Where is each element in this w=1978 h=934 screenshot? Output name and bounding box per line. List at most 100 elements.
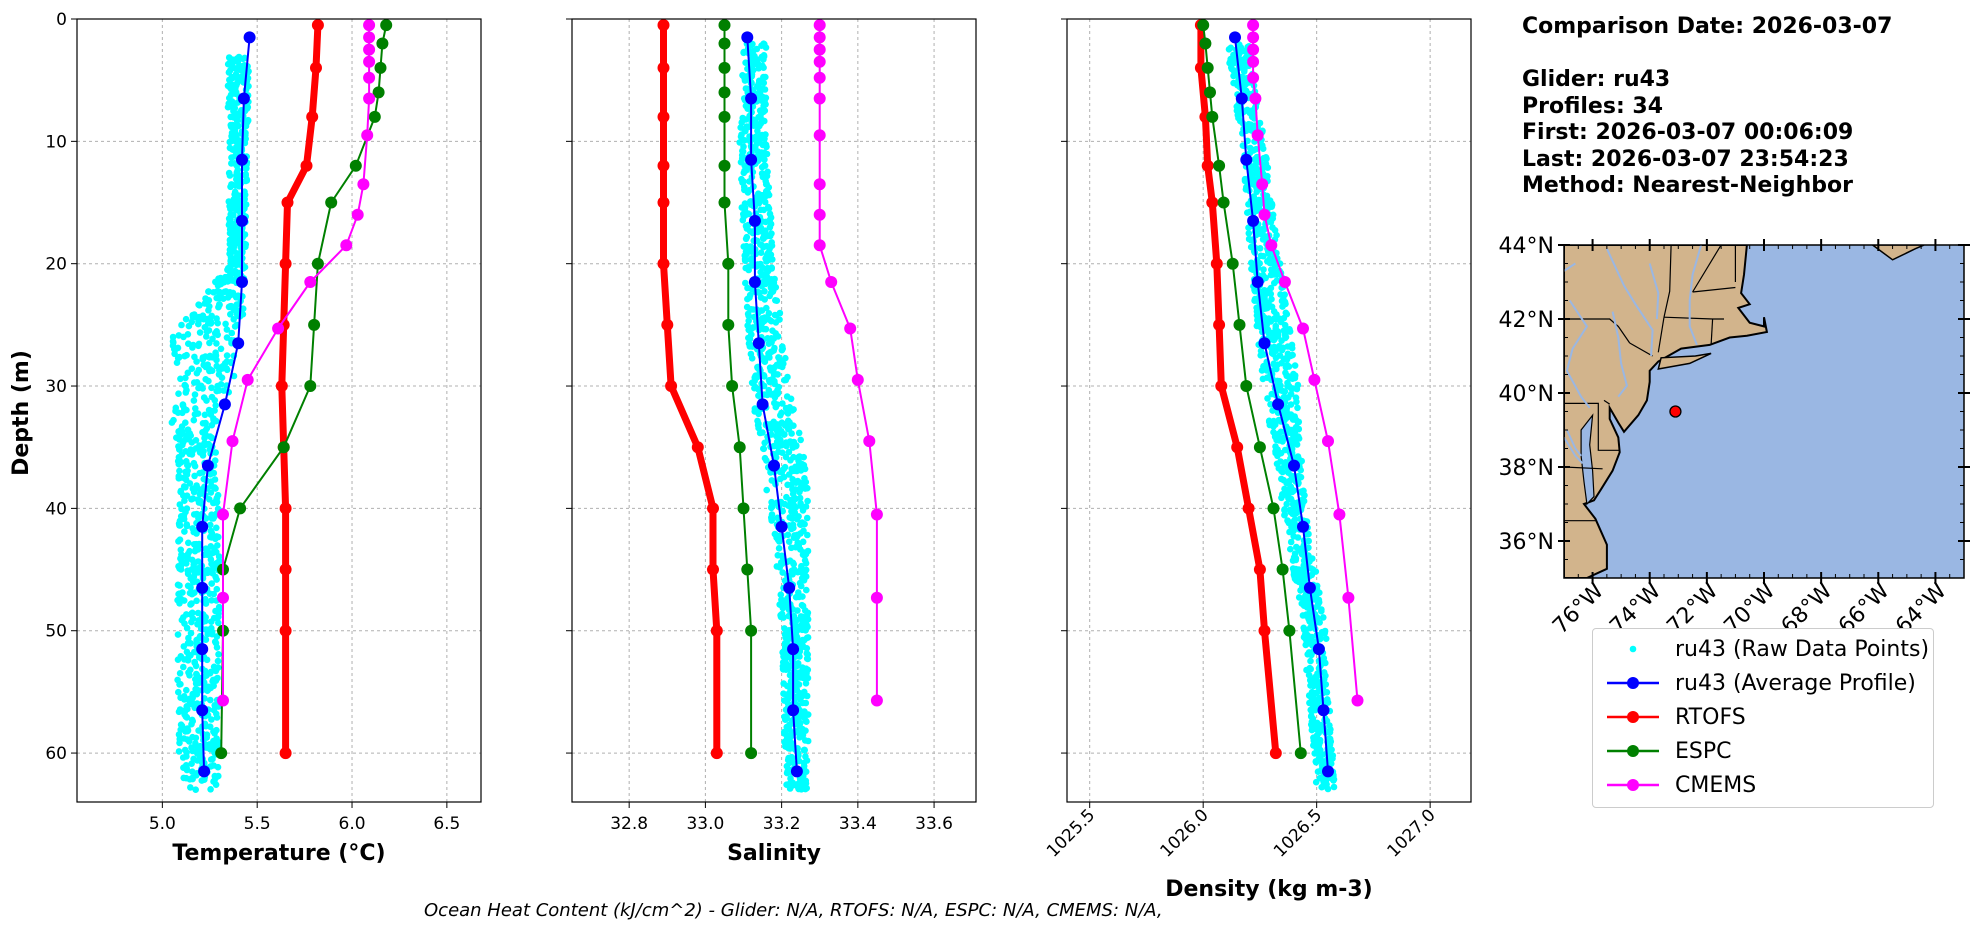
raw-data-point (176, 467, 183, 475)
raw-data-point (1318, 628, 1326, 636)
raw-data-point (210, 737, 217, 745)
series-point-espc (1276, 563, 1289, 576)
raw-data-point (790, 422, 797, 430)
raw-data-point (770, 347, 777, 354)
raw-data-point (776, 601, 783, 608)
raw-data-point (187, 601, 194, 608)
raw-data-point (1291, 362, 1299, 369)
raw-data-point (213, 315, 220, 322)
series-point-cmems (226, 435, 239, 448)
legend-entry-avg: ru43 (Average Profile) (1603, 668, 1916, 698)
raw-data-point (190, 397, 198, 404)
raw-data-point (772, 403, 780, 411)
raw-data-point (1260, 363, 1267, 370)
series-point-cmems (1247, 55, 1260, 68)
series-point-espc (215, 747, 228, 760)
series-point-avg (1229, 31, 1241, 44)
series-point-cmems (1251, 129, 1264, 142)
raw-data-point (758, 307, 766, 314)
series-point-avg (201, 459, 214, 472)
raw-data-point (217, 345, 225, 353)
raw-data-point (1255, 203, 1263, 211)
raw-data-point (804, 609, 812, 617)
raw-data-point (804, 651, 811, 658)
raw-data-point (183, 648, 191, 656)
raw-data-point (194, 609, 202, 617)
raw-data-point (758, 196, 766, 203)
raw-data-point (208, 630, 216, 638)
series-point-avg (196, 643, 209, 656)
state-border (1692, 286, 1736, 293)
lat-tick-label: 38°N (1499, 456, 1554, 481)
chesapeake-bay (1580, 413, 1595, 506)
series-point-avg (748, 214, 761, 227)
raw-data-point (208, 624, 215, 632)
legend-swatch-raw (1629, 645, 1637, 653)
x-tick-label: 1026.0 (1157, 805, 1213, 861)
series-point-espc (1226, 257, 1239, 270)
raw-data-point (177, 375, 184, 383)
raw-data-point (1313, 603, 1321, 610)
raw-data-point (756, 429, 764, 437)
raw-data-point (1273, 311, 1280, 318)
river (1564, 436, 1584, 464)
raw-data-point (208, 393, 216, 401)
raw-data-point (192, 786, 199, 793)
raw-data-point (1287, 545, 1294, 553)
series-point-cmems (272, 322, 285, 335)
raw-data-point (1305, 530, 1312, 538)
raw-data-point (193, 670, 200, 678)
series-point-rtofs (275, 380, 288, 392)
raw-data-point (203, 744, 210, 751)
raw-data-point (778, 442, 785, 449)
raw-data-point (184, 426, 192, 434)
panel-density: 1025.5 1026.0 1026.5 1027.0 Density (kg m-3) (1043, 18, 1472, 902)
raw-data-point (226, 226, 234, 233)
raw-data-point (1304, 611, 1311, 619)
raw-data-point (1287, 384, 1295, 392)
raw-data-point (197, 443, 205, 451)
series-point-avg (236, 153, 248, 166)
raw-data-point (740, 243, 748, 250)
raw-data-point (193, 369, 201, 377)
raw-data-point (1271, 279, 1278, 287)
series-point-avg (768, 459, 780, 472)
raw-data-point (177, 680, 184, 688)
raw-data-point (193, 677, 200, 685)
series-point-cmems (1278, 276, 1291, 288)
legend-entry-raw: ru43 (Raw Data Points) (1603, 634, 1929, 664)
raw-data-point (801, 485, 809, 492)
state-border (1603, 399, 1611, 405)
raw-data-point (1320, 669, 1328, 676)
raw-data-point (186, 695, 194, 702)
chart-legend: ru43 (Raw Data Points) ru43 (Average Prof… (1592, 628, 1934, 808)
profile-count-text: Profiles: 34 (1522, 93, 1664, 119)
raw-data-point (761, 40, 768, 48)
raw-data-point (183, 351, 190, 359)
raw-data-point (782, 354, 789, 362)
raw-data-point (1266, 200, 1273, 208)
raw-data-point (1245, 230, 1253, 237)
x-tick-label: 6.5 (433, 814, 460, 834)
raw-data-point (1306, 624, 1314, 632)
raw-data-point (1326, 735, 1334, 743)
raw-data-point (174, 631, 182, 638)
raw-data-point (754, 228, 761, 236)
raw-data-point (770, 335, 778, 342)
series-point-rtofs (279, 624, 292, 637)
raw-data-point (760, 372, 768, 379)
raw-data-point (232, 71, 240, 78)
raw-data-point (1300, 497, 1308, 505)
lat-tick-label: 40°N (1499, 382, 1554, 407)
raw-data-point (785, 538, 793, 545)
series-point-rtofs (311, 19, 324, 32)
series-point-cmems (863, 435, 876, 448)
series-point-cmems (361, 129, 374, 142)
series-point-cmems (363, 19, 376, 32)
raw-data-point (210, 417, 217, 424)
raw-data-point (191, 391, 199, 398)
raw-data-point (1324, 785, 1332, 793)
raw-data-point (786, 785, 794, 792)
raw-data-point (1330, 783, 1338, 791)
raw-data-point (194, 757, 201, 764)
